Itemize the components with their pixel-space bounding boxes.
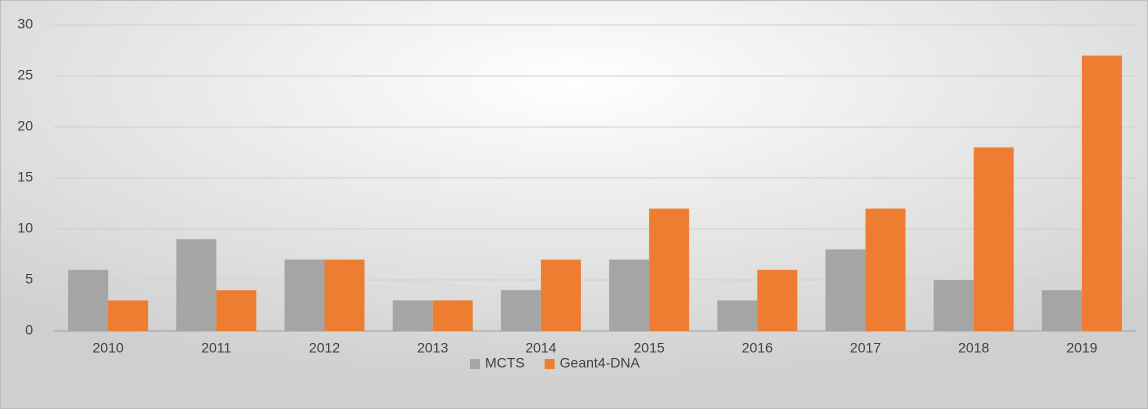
bar (1081, 55, 1122, 331)
bar (717, 300, 758, 331)
bar (540, 259, 581, 331)
x-tick-label: 2017 (850, 340, 881, 356)
bar (500, 290, 541, 331)
y-tick-label: 10 (17, 220, 33, 236)
bar (1041, 290, 1082, 331)
bar (176, 239, 217, 331)
bar (216, 290, 257, 331)
y-tick-label: 5 (25, 271, 33, 287)
x-tick-label: 2013 (417, 340, 448, 356)
bar (432, 300, 473, 331)
bar (68, 269, 109, 331)
bar (392, 300, 433, 331)
x-tick-label: 2012 (309, 340, 340, 356)
bar (933, 280, 974, 331)
legend-label: Geant4-DNA (560, 355, 641, 371)
y-tick-label: 0 (25, 322, 33, 338)
bar (649, 208, 690, 331)
bar (757, 269, 798, 331)
legend-swatch (544, 359, 555, 369)
x-tick-label: 2011 (201, 340, 231, 356)
y-tick-label: 25 (17, 67, 33, 83)
x-tick-label: 2015 (634, 340, 665, 356)
y-tick-label: 20 (17, 118, 33, 134)
bar (108, 300, 149, 331)
y-tick-label: 15 (17, 169, 33, 185)
legend-label: MCTS (485, 355, 525, 371)
y-tick-label: 30 (17, 16, 33, 32)
bar (324, 259, 365, 331)
bar (973, 147, 1014, 331)
x-tick-label: 2010 (93, 340, 124, 356)
bar (865, 208, 906, 331)
bar (825, 249, 866, 331)
x-tick-label: 2016 (742, 340, 773, 356)
x-tick-label: 2018 (958, 340, 989, 356)
bar (284, 259, 325, 331)
x-tick-label: 2014 (525, 340, 556, 356)
bar (609, 259, 650, 331)
legend-swatch (470, 359, 480, 369)
x-tick-label: 2019 (1066, 340, 1097, 356)
